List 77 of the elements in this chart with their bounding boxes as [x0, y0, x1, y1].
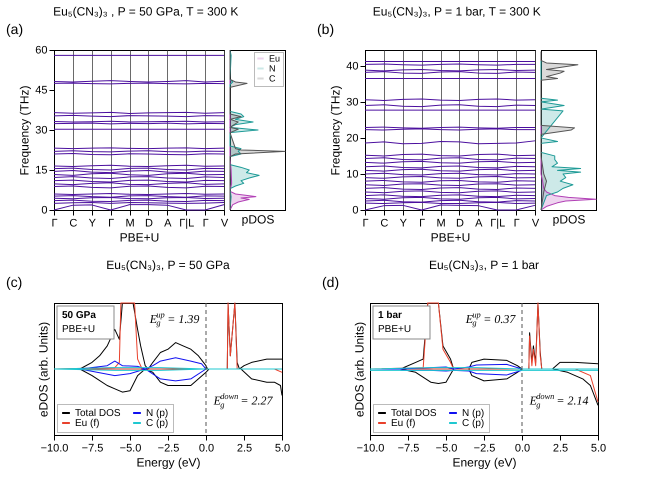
x-tick-label: M [125, 218, 135, 230]
x-tick-label: −5.0 [436, 442, 458, 454]
y-tick-label: 15 [35, 164, 48, 176]
x-tick-label: 2.5 [552, 442, 568, 454]
x-tick-label: Y [88, 218, 97, 230]
x-tick-label: Γ [419, 218, 426, 230]
x-tick-label: A [475, 218, 484, 230]
annotation: 50 GPa [62, 310, 96, 321]
legend-label: Eu (f) [391, 418, 416, 429]
y-axis-title: eDOS (arb. Units) [352, 322, 366, 418]
x-tick-label: −2.5 [474, 442, 496, 454]
annotation: PBE+U [62, 324, 96, 335]
y-tick-label: 60 [35, 44, 48, 56]
x-tick-label: Γ [51, 218, 58, 230]
x-tick-label: 0.0 [198, 442, 214, 454]
y-tick-label: 0 [41, 204, 48, 216]
x-tick-label: Γ|L [179, 218, 194, 230]
x-tick-label: Γ|L [490, 218, 506, 230]
legend-label: Total DOS [75, 408, 121, 419]
x-axis-title: PBE+U [430, 230, 470, 244]
x-axis-title: Energy (eV) [452, 456, 517, 470]
x-tick-label: M [436, 218, 446, 230]
x-tick-label: Γ [514, 218, 520, 230]
y-axis-title: eDOS (arb. Units) [36, 322, 50, 418]
chart-title: Eu₅(CN₃)₃, P = 1 bar [428, 258, 540, 272]
legend-label: N (p) [146, 408, 168, 419]
x-tick-label: −7.5 [398, 442, 420, 454]
x-axis-title: PBE+U [120, 230, 160, 244]
x-tick-label: −7.5 [82, 442, 104, 454]
y-tick-label: 10 [346, 168, 358, 180]
text: (b) [317, 21, 334, 37]
x-tick-label: V [220, 218, 229, 230]
x-tick-label: D [144, 218, 153, 230]
text: (a) [6, 21, 24, 37]
legend-label: N (p) [462, 408, 484, 419]
legend-label: C (p) [462, 418, 484, 429]
x-tick-label: 2.5 [236, 442, 252, 454]
y-tick-label: 40 [346, 60, 358, 72]
annotation: 1 bar [378, 310, 402, 321]
legend-label: Eu (f) [75, 418, 100, 429]
y-axis-title: Frequency (THz) [17, 85, 32, 176]
x-tick-label: −5.0 [120, 442, 142, 454]
x-tick-label: Y [400, 218, 408, 230]
x-tick-label: Γ [202, 218, 209, 230]
annotation: PBE+U [378, 324, 412, 335]
x-tick-label: Γ [108, 218, 114, 230]
x-tick-label: −10.0 [356, 442, 384, 454]
chart-title: Eu₅(CN₃)₃ , P = 50 GPa, T = 300 K [53, 4, 238, 18]
x-tick-label: V [532, 218, 540, 230]
chart-title: Eu₅(CN₃)₃, P = 50 GPa [106, 258, 230, 272]
x-tick-label: −10.0 [40, 442, 68, 454]
y-tick-label: 30 [346, 96, 358, 108]
y-tick-label: 45 [35, 84, 48, 96]
x-axis-title: pDOS [552, 212, 586, 226]
x-tick-label: C [69, 218, 78, 230]
y-axis-title: Frequency (THz) [328, 85, 342, 176]
legend-label: C (p) [146, 418, 168, 429]
y-tick-label: 30 [35, 124, 48, 136]
legend-label: Total DOS [391, 408, 437, 419]
x-tick-label: −2.5 [158, 442, 180, 454]
x-tick-label: C [380, 218, 388, 230]
y-tick-label: 20 [346, 132, 358, 144]
x-tick-label: A [164, 218, 172, 230]
x-tick-label: 5.0 [590, 442, 606, 454]
legend-label: N [269, 64, 276, 74]
chart-title: Eu₅(CN₃)₃, P = 1 bar, T = 300 K [372, 4, 541, 18]
x-tick-label: Γ [362, 218, 369, 230]
text: (d) [322, 274, 340, 290]
x-tick-label: D [456, 218, 464, 230]
y-tick-label: 0 [352, 204, 358, 216]
x-tick-label: 5.0 [274, 442, 290, 454]
x-axis-title: Energy (eV) [136, 456, 201, 470]
legend-label: Eu [269, 54, 280, 64]
x-tick-label: 0.0 [514, 442, 530, 454]
text: (c) [6, 274, 22, 290]
x-axis-title: pDOS [242, 212, 274, 226]
legend-label: C [269, 74, 276, 84]
